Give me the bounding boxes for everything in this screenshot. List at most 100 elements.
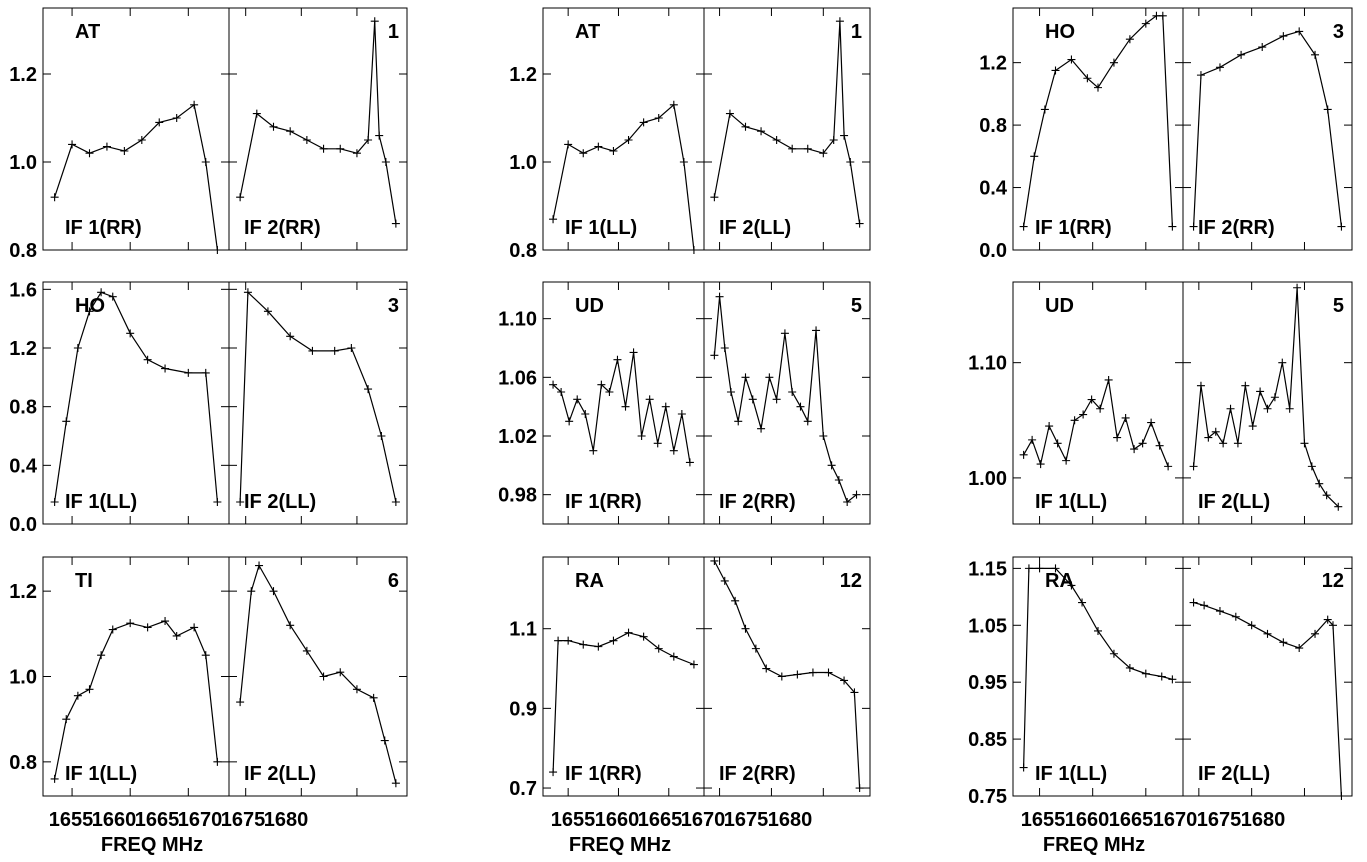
data-point bbox=[1035, 564, 1044, 573]
y-tick-label: 0.0 bbox=[979, 240, 1007, 262]
y-tick-label: 1.2 bbox=[9, 581, 37, 603]
if2-label: IF 2(LL) bbox=[1198, 763, 1270, 785]
data-point bbox=[1094, 626, 1102, 635]
data-point bbox=[843, 498, 852, 506]
panel-number: 1 bbox=[851, 21, 862, 43]
if1-label: IF 1(LL) bbox=[1035, 763, 1107, 785]
data-point bbox=[190, 100, 199, 109]
data-point bbox=[1256, 387, 1265, 396]
x-tick-label: 1680 bbox=[1241, 809, 1286, 831]
x-tick-label: 1655 bbox=[49, 809, 94, 831]
panel-r2c1: 0.7 0.9 1.1 RA 12 IF 1(RR) IF 2(RR) bbox=[509, 556, 871, 800]
data-point bbox=[1053, 439, 1062, 448]
panel-frame bbox=[542, 7, 871, 251]
series-if2-line bbox=[1193, 30, 1342, 227]
panel-r1c0: 0.0 0.4 0.8 1.2 1.6 HO 3 IF 1(LL) IF 2(LL) bbox=[9, 279, 408, 536]
if1-label: IF 1(RR) bbox=[565, 491, 642, 513]
data-point bbox=[108, 625, 117, 634]
data-point bbox=[50, 193, 59, 202]
y-tick-label: 0.0 bbox=[9, 514, 37, 536]
series-if1-line bbox=[54, 620, 218, 780]
panel-frame bbox=[542, 281, 871, 525]
data-point bbox=[391, 779, 400, 788]
data-point bbox=[726, 388, 735, 396]
data-point bbox=[1263, 629, 1272, 638]
data-point bbox=[1278, 358, 1287, 367]
data-point bbox=[720, 344, 729, 352]
data-point bbox=[62, 715, 71, 724]
data-point bbox=[263, 307, 272, 316]
data-point bbox=[803, 417, 812, 426]
x-tick-label: 1670 bbox=[178, 809, 223, 831]
data-point bbox=[564, 636, 573, 645]
data-point bbox=[653, 439, 662, 448]
panel-frame bbox=[42, 7, 408, 251]
data-point bbox=[1168, 222, 1177, 231]
data-point bbox=[143, 623, 152, 632]
data-point bbox=[757, 424, 766, 433]
data-point bbox=[624, 136, 633, 144]
panel-number: 12 bbox=[1322, 570, 1344, 592]
data-point bbox=[184, 368, 193, 377]
data-point bbox=[1270, 393, 1279, 402]
data-point bbox=[594, 642, 603, 651]
y-tick-label: 1.0 bbox=[9, 152, 37, 174]
series-if2-line bbox=[1193, 601, 1342, 797]
data-point bbox=[1067, 581, 1076, 590]
data-point bbox=[1285, 404, 1294, 413]
data-point bbox=[364, 136, 373, 144]
data-point bbox=[827, 461, 836, 470]
data-point bbox=[689, 246, 698, 254]
if1-label: IF 1(RR) bbox=[65, 217, 142, 239]
data-point bbox=[751, 644, 760, 653]
data-point bbox=[1141, 669, 1150, 678]
data-point bbox=[829, 136, 838, 144]
series-if1-line bbox=[1023, 379, 1169, 467]
x-tick-label: 1665 bbox=[135, 809, 180, 831]
data-point bbox=[1300, 439, 1309, 448]
data-point bbox=[1070, 416, 1079, 425]
y-tick-label: 0.8 bbox=[9, 240, 37, 262]
series-if1-line bbox=[54, 291, 218, 503]
data-point bbox=[565, 417, 574, 426]
data-point bbox=[788, 144, 797, 153]
x-tick-label: 1665 bbox=[638, 809, 683, 831]
series-if2-line bbox=[1193, 287, 1339, 508]
data-point bbox=[852, 490, 861, 499]
data-point bbox=[1311, 629, 1320, 638]
data-point bbox=[796, 402, 805, 411]
panel-number: 3 bbox=[388, 295, 399, 317]
data-point bbox=[1019, 763, 1028, 772]
data-point bbox=[1113, 433, 1122, 442]
y-tick-label: 0.8 bbox=[979, 115, 1007, 137]
data-point bbox=[255, 561, 264, 570]
data-point bbox=[840, 676, 849, 685]
data-point bbox=[579, 640, 588, 649]
y-tick-label: 1.10 bbox=[968, 353, 1007, 375]
data-point bbox=[710, 193, 719, 202]
panel-r0c0: 0.8 1.0 1.2 AT 1 IF 1(RR) IF 2(RR) bbox=[9, 7, 408, 262]
data-point bbox=[302, 136, 311, 144]
data-point bbox=[1147, 418, 1156, 427]
data-point bbox=[589, 446, 598, 455]
data-point bbox=[236, 498, 245, 506]
data-point bbox=[377, 432, 386, 440]
data-point bbox=[1307, 462, 1316, 471]
data-point bbox=[1036, 460, 1045, 469]
data-point bbox=[269, 122, 278, 131]
data-point bbox=[1204, 433, 1213, 442]
data-point bbox=[654, 114, 663, 122]
data-point bbox=[1109, 58, 1118, 67]
panel-number: 6 bbox=[388, 570, 399, 592]
y-tick-label: 0.4 bbox=[979, 178, 1008, 200]
y-tick-label: 1.10 bbox=[498, 309, 537, 331]
panel-number: 3 bbox=[1333, 21, 1344, 43]
data-point bbox=[1237, 50, 1246, 59]
data-point bbox=[581, 410, 590, 418]
data-point bbox=[1258, 43, 1267, 52]
antenna-label: HO bbox=[75, 295, 105, 317]
data-point bbox=[269, 587, 278, 596]
data-point bbox=[336, 668, 345, 677]
data-point bbox=[1315, 479, 1324, 488]
data-point bbox=[1219, 439, 1228, 448]
